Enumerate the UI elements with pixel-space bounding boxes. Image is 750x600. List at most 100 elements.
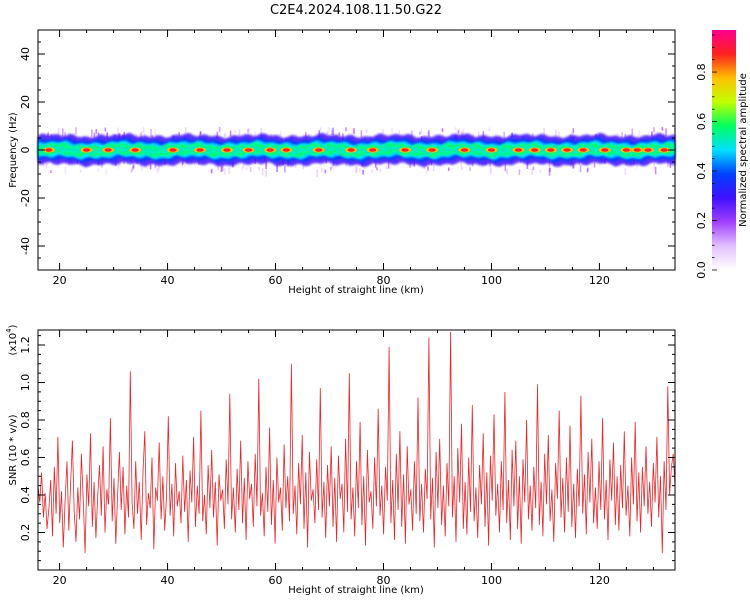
heatmap-speckle <box>427 132 429 137</box>
heatmap-speckle <box>382 129 384 135</box>
heatmap-speckle <box>47 132 49 138</box>
colorbar-label: Normalized spectral amplitude <box>738 73 749 227</box>
heatmap-speckle <box>572 128 575 133</box>
heatmap-speckle <box>220 166 223 173</box>
spectrogram-panel: 20 40 60 80 100 120 -40 -20 0 20 40 Height of str… <box>8 29 676 296</box>
snr-y-tick-label: 0.2 <box>19 524 32 542</box>
heatmap-speckle <box>572 162 575 169</box>
heatmap-speckle <box>462 128 465 136</box>
heatmap-speckle <box>154 163 157 171</box>
scale-prefix: (x10 <box>8 333 19 356</box>
heatmap-speckle <box>374 161 377 168</box>
heatmap-speckle <box>61 128 64 137</box>
heatmap-speckle <box>223 133 226 138</box>
heatmap-speckle <box>142 126 145 134</box>
heatmap-speckle <box>97 132 100 136</box>
heatmap-speckle <box>543 127 545 135</box>
heatmap-peak <box>514 148 523 152</box>
snr-x-tick-label: 80 <box>376 574 390 587</box>
heatmap-speckle <box>423 165 426 170</box>
colorbar-gradient <box>712 30 736 270</box>
heatmap-speckle <box>224 167 226 175</box>
heatmap-speckle <box>653 161 655 170</box>
heatmap-speckle <box>184 127 187 134</box>
heatmap-peak <box>131 148 139 152</box>
heatmap-speckle <box>254 131 257 138</box>
heatmap-peak <box>622 148 631 152</box>
svg-text:(x104): (x104) <box>5 324 19 355</box>
spectrogram-y-tick-label: 20 <box>19 95 32 109</box>
heatmap-speckle <box>371 168 373 174</box>
heatmap-peak <box>223 148 231 152</box>
heatmap-speckle <box>376 167 378 171</box>
heatmap-peak <box>244 148 253 152</box>
spectrogram-x-ticks: 20 40 60 80 100 120 <box>53 30 654 287</box>
scale-exponent: 4 <box>5 328 13 333</box>
heatmap-speckle <box>441 128 444 132</box>
heatmap-speckle <box>621 131 623 139</box>
spectrogram-y-ticks: -40 -20 0 20 40 <box>19 29 675 271</box>
snr-x-tick-label: 40 <box>161 574 175 587</box>
heatmap-speckle <box>304 131 307 138</box>
heatmap-speckle <box>460 159 462 166</box>
spectrogram-x-tick-label: 60 <box>269 274 283 287</box>
heatmap-peak <box>531 148 539 152</box>
snr-y-tick-label: 1.0 <box>19 374 32 392</box>
heatmap-speckle <box>90 129 93 137</box>
heatmap-speckle <box>218 126 221 133</box>
heatmap-speckle <box>95 128 98 135</box>
snr-x-ticks: 20 40 60 80 100 120 <box>53 330 654 587</box>
heatmap-speckle <box>228 167 230 174</box>
heatmap-speckle <box>154 129 157 137</box>
heatmap-speckle <box>154 163 157 168</box>
snr-x-tick-label: 60 <box>269 574 283 587</box>
heatmap-speckle <box>624 134 627 139</box>
snr-x-tick-label: 20 <box>53 574 67 587</box>
heatmap-speckle <box>50 169 52 173</box>
spectrogram-y-tick-label: -40 <box>19 237 32 255</box>
heatmap-peak <box>547 148 555 152</box>
snr-frame <box>37 329 676 571</box>
heatmap-peak <box>428 148 436 152</box>
heatmap-speckle <box>140 165 143 172</box>
snr-y-tick-label: 0.8 <box>19 411 32 429</box>
heatmap-speckle <box>210 169 213 174</box>
heatmap-speckle <box>504 163 507 172</box>
heatmap-speckle <box>324 169 327 174</box>
snr-scale-factor: (x104) <box>5 324 19 355</box>
spectrogram-y-tick-label: -20 <box>19 189 32 207</box>
heatmap-speckle <box>331 129 333 135</box>
heatmap-speckle <box>477 131 480 139</box>
heatmap-speckle <box>385 165 388 170</box>
heatmap-speckle <box>157 165 160 171</box>
heatmap-peak <box>487 148 496 152</box>
snr-y-tick-label: 0.6 <box>19 449 32 467</box>
heatmap-speckle <box>140 132 142 140</box>
heatmap-speckle <box>539 169 542 174</box>
heatmap-speckle <box>355 167 357 174</box>
heatmap-speckle <box>199 131 202 135</box>
spectrogram-y-tick-label: 0 <box>19 147 32 154</box>
heatmap-speckle <box>447 167 450 171</box>
heatmap-speckle <box>427 130 430 137</box>
heatmap-peak <box>45 148 53 152</box>
heatmap-speckle <box>97 167 100 173</box>
colorbar-tick-label: 0.0 <box>695 261 708 279</box>
heatmap-peak <box>315 148 323 152</box>
heatmap-speckle <box>105 168 108 176</box>
heatmap-speckle <box>326 130 329 135</box>
heatmap-speckle <box>555 129 557 136</box>
heatmap-speckle <box>579 165 582 173</box>
heatmap-speckle <box>558 131 560 137</box>
snr-y-tick-label: 1.2 <box>19 336 32 354</box>
snr-x-axis-label: Height of straight line (km) <box>288 585 424 596</box>
heatmap-speckle <box>193 161 195 166</box>
heatmap-speckle <box>265 161 267 169</box>
heatmap-speckle <box>345 127 347 132</box>
heatmap-speckle <box>391 127 393 133</box>
heatmap-peak <box>633 148 641 152</box>
heatmap-speckle <box>506 168 508 175</box>
snr-x-tick-label: 120 <box>589 574 610 587</box>
heatmap-speckle <box>665 128 667 137</box>
heatmap-speckle <box>651 131 653 137</box>
